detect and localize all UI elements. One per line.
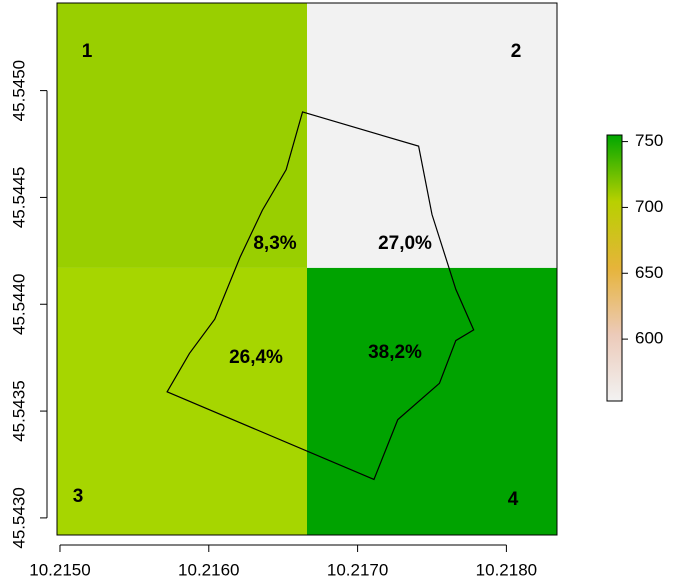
y-tick-label: 45.5450 bbox=[9, 60, 28, 121]
colorbar-tick-label: 700 bbox=[635, 197, 663, 216]
cell-label: 4 bbox=[508, 489, 519, 510]
cell-label: 1 bbox=[82, 41, 93, 62]
cell-share: 38,2% bbox=[368, 342, 422, 363]
y-tick-label: 45.5430 bbox=[9, 487, 28, 548]
cell-label: 3 bbox=[73, 486, 84, 507]
field-polygon bbox=[166, 111, 475, 481]
cell-share: 27,0% bbox=[378, 233, 432, 254]
cell-share: 26,4% bbox=[229, 347, 283, 368]
colorbar bbox=[606, 134, 623, 402]
x-tick-label: 10.2150 bbox=[29, 560, 90, 579]
x-tick-label: 10.2170 bbox=[327, 560, 388, 579]
raster-cell bbox=[57, 267, 307, 535]
y-tick-label: 45.5435 bbox=[9, 380, 28, 441]
raster-cell bbox=[307, 3, 557, 268]
raster-cell bbox=[57, 3, 307, 268]
colorbar-tick-label: 600 bbox=[635, 329, 663, 348]
raster-cell bbox=[307, 267, 557, 535]
y-tick-label: 45.5445 bbox=[9, 167, 28, 228]
x-tick-label: 10.2180 bbox=[476, 560, 537, 579]
plot-frame bbox=[56, 2, 558, 536]
cell-label: 2 bbox=[511, 41, 522, 62]
colorbar-tick-label: 750 bbox=[635, 131, 663, 150]
cell-share: 8,3% bbox=[253, 233, 296, 254]
x-tick-label: 10.2160 bbox=[178, 560, 239, 579]
colorbar-tick-label: 650 bbox=[635, 263, 663, 282]
y-tick-label: 45.5440 bbox=[9, 274, 28, 335]
